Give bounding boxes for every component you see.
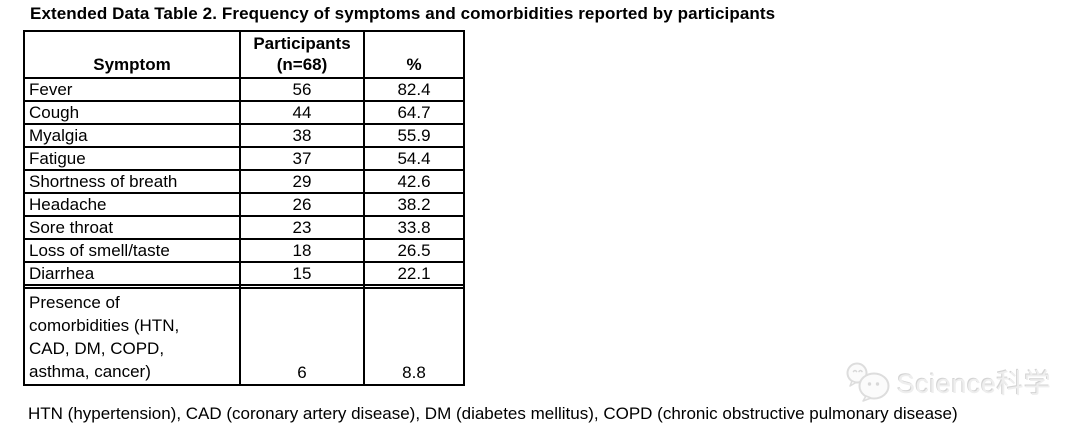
table-row: Shortness of breath 29 42.6	[23, 169, 465, 194]
comorbidity-row: Presence of comorbidities (HTN, CAD, DM, C…	[23, 287, 465, 386]
header-participants: Participants (n=68)	[239, 30, 365, 79]
cell-symptom: Fever	[23, 77, 241, 102]
cell-participants: 18	[239, 238, 365, 263]
cell-percent: 55.9	[363, 123, 465, 148]
cell-symptom: Myalgia	[23, 123, 241, 148]
spacer-cell	[363, 284, 465, 289]
table-row: Fatigue 37 54.4	[23, 146, 465, 171]
cell-percent: 8.8	[363, 287, 465, 386]
footnote: HTN (hypertension), CAD (coronary artery…	[28, 404, 958, 423]
table-row: Headache 26 38.2	[23, 192, 465, 217]
spacer-row	[23, 284, 465, 289]
cell-percent: 42.6	[363, 169, 465, 194]
table-row: Myalgia 38 55.9	[23, 123, 465, 148]
cell-percent: 26.5	[363, 238, 465, 263]
spacer-cell	[23, 284, 241, 289]
cell-percent: 54.4	[363, 146, 465, 171]
header-percent-label: %	[406, 55, 422, 74]
table-header-row: Symptom Participants (n=68) %	[23, 30, 465, 79]
cell-participants: 26	[239, 192, 365, 217]
header-percent: %	[363, 30, 465, 79]
cell-symptom: Loss of smell/taste	[23, 238, 241, 263]
cell-participants: 37	[239, 146, 365, 171]
spacer-cell	[239, 284, 365, 289]
cell-percent: 82.4	[363, 77, 465, 102]
wechat-logo-icon	[846, 362, 890, 402]
header-symptom: Symptom	[23, 30, 241, 79]
symptoms-table: Symptom Participants (n=68) % Fever 56 82.…	[23, 30, 465, 386]
cell-participants: 44	[239, 100, 365, 125]
watermark-text: Science科学	[897, 368, 1052, 399]
cell-symptom: Fatigue	[23, 146, 241, 171]
header-symptom-label: Symptom	[93, 55, 171, 74]
comorbidity-label-line: comorbidities (HTN,	[29, 316, 180, 335]
watermark: Science科学	[844, 360, 1052, 402]
table-row: Loss of smell/taste 18 26.5	[23, 238, 465, 263]
header-participants-line1: Participants	[253, 34, 351, 53]
cell-percent: 22.1	[363, 261, 465, 286]
cell-symptom: Diarrhea	[23, 261, 241, 286]
cell-participants: 29	[239, 169, 365, 194]
comorbidity-label-line: asthma, cancer)	[29, 362, 151, 381]
header-participants-line2: (n=68)	[276, 55, 328, 74]
cell-symptom: Sore throat	[23, 215, 241, 240]
comorbidity-label-line: Presence of	[29, 293, 120, 312]
cell-participants: 56	[239, 77, 365, 102]
table-row: Cough 44 64.7	[23, 100, 465, 125]
table-title: Extended Data Table 2. Frequency of symp…	[30, 4, 776, 23]
cell-percent: 33.8	[363, 215, 465, 240]
cell-participants: 23	[239, 215, 365, 240]
cell-symptom: Shortness of breath	[23, 169, 241, 194]
cell-percent: 38.2	[363, 192, 465, 217]
cell-percent: 64.7	[363, 100, 465, 125]
cell-participants: 38	[239, 123, 365, 148]
cell-participants: 15	[239, 261, 365, 286]
table-row: Diarrhea 15 22.1	[23, 261, 465, 286]
cell-symptom: Cough	[23, 100, 241, 125]
comorbidity-label-line: CAD, DM, COPD,	[29, 339, 165, 358]
table-row: Fever 56 82.4	[23, 77, 465, 102]
cell-symptom: Headache	[23, 192, 241, 217]
cell-comorbidity-label: Presence of comorbidities (HTN, CAD, DM, C…	[23, 287, 241, 386]
cell-participants: 6	[239, 287, 365, 386]
table-row: Sore throat 23 33.8	[23, 215, 465, 240]
